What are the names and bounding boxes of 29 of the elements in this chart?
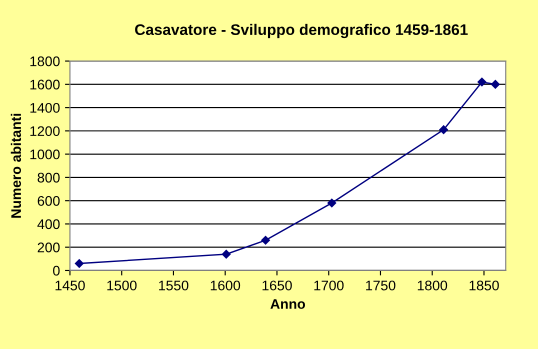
y-tick-label: 1400	[30, 102, 60, 113]
point	[327, 198, 336, 208]
y-tick-label: 800	[38, 172, 60, 183]
y-tick-label: 200	[38, 242, 60, 252]
x-tick-label: 1700	[314, 280, 344, 290]
x-tick-label: 1600	[210, 280, 240, 290]
x-tick-label: 1850	[470, 280, 499, 290]
y-tick-label: 600	[38, 196, 60, 206]
point	[439, 125, 448, 134]
y-tick-label: 400	[37, 219, 60, 230]
point	[477, 78, 486, 86]
point	[74, 259, 84, 268]
x-tick-label: 1550	[159, 280, 188, 290]
x-tick-label: 1800	[418, 280, 448, 290]
y-tick-label: 1600	[30, 80, 60, 90]
x-tick-label: 1650	[262, 280, 292, 290]
y-tick-label: 0	[53, 266, 60, 276]
x-axis-title: Anno	[270, 299, 306, 309]
y-axis-title: Numero abitanti	[10, 114, 22, 218]
point	[222, 250, 231, 259]
x-tick-label: 1500	[107, 280, 137, 290]
x-tick-label: 1750	[366, 280, 396, 290]
y-tick-label: 1200	[30, 126, 60, 136]
point	[261, 236, 270, 245]
point	[490, 80, 500, 89]
y-tick-label: 1000	[30, 149, 60, 160]
x-tick-label: 1450	[56, 280, 85, 290]
y-tick-label: 1800	[30, 56, 60, 66]
chart-title: Casavatore - Sviluppo demografico 1459-1861	[135, 24, 468, 38]
